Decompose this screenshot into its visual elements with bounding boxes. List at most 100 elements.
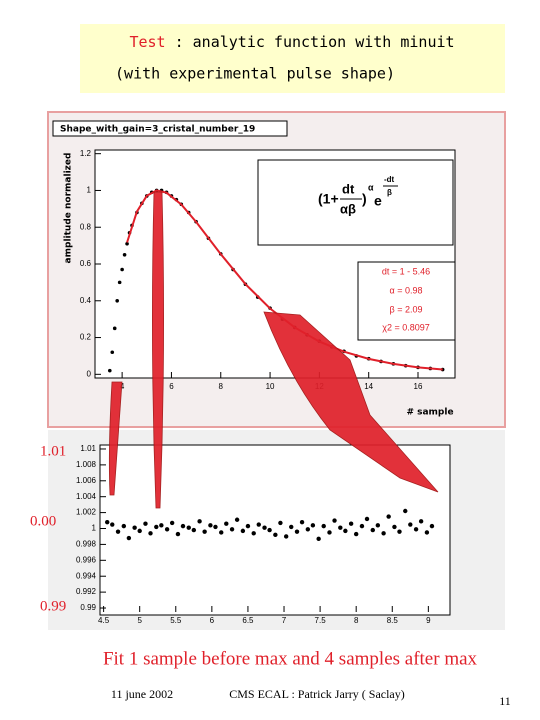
data-point: [375, 523, 381, 528]
x-tick-label: 16: [414, 382, 423, 391]
data-point: [117, 280, 122, 285]
data-point: [240, 528, 246, 534]
x-tick-label: 6: [210, 616, 215, 625]
data-point: [316, 536, 321, 542]
data-point: [115, 529, 121, 534]
x-tick-label: 5: [137, 616, 142, 625]
x-tick-label: 7.5: [315, 616, 327, 625]
formula-part: e: [374, 193, 382, 209]
data-point: [234, 517, 240, 522]
y-tick-label: 1: [87, 186, 92, 195]
y-tick-label: 0.996: [76, 555, 97, 564]
x-tick-label: 5.5: [170, 616, 182, 625]
data-point: [424, 530, 430, 535]
arrow: [108, 381, 123, 496]
data-point: [273, 532, 278, 538]
data-point: [137, 528, 142, 534]
title-box: [80, 24, 505, 93]
fit-parameter: α = 0.98: [390, 285, 423, 295]
data-point: [125, 241, 129, 246]
data-point: [251, 531, 256, 536]
data-point: [359, 523, 365, 529]
footer-date: 11 june 2002: [111, 687, 173, 701]
data-point: [143, 521, 148, 526]
data-point: [202, 529, 207, 534]
data-point: [310, 523, 316, 528]
data-point: [213, 524, 218, 530]
data-point: [429, 523, 435, 529]
data-point: [110, 350, 115, 355]
x-tick-label: 4: [120, 382, 125, 391]
y-tick-label: 1.006: [76, 476, 97, 485]
data-point: [278, 520, 283, 526]
y-tick-label: 0.2: [80, 333, 92, 342]
side-label: 0.99: [40, 598, 66, 614]
data-point: [262, 525, 267, 530]
y-tick-label: 0.99: [80, 603, 96, 612]
y-tick-label: 0.4: [80, 296, 92, 305]
y-axis-label: amplitude normalized: [64, 153, 74, 264]
hist-title-box: [52, 120, 288, 137]
x-tick-label: 6: [169, 382, 174, 391]
data-point: [299, 519, 305, 525]
data-point: [305, 527, 311, 532]
data-point: [245, 523, 251, 529]
arrow: [263, 311, 439, 493]
data-point: [169, 520, 175, 526]
formula-part: -dt: [384, 175, 395, 184]
data-point: [332, 518, 337, 523]
side-label: 0.00: [30, 513, 56, 529]
formula-part: (1+: [318, 191, 339, 207]
y-tick-label: 0.992: [76, 587, 97, 596]
data-point: [413, 527, 419, 532]
x-tick-label: 7: [282, 616, 287, 625]
y-tick-label: 1: [92, 524, 97, 533]
data-point: [126, 535, 132, 541]
formula-part: αβ: [340, 201, 356, 216]
data-point: [186, 525, 191, 530]
x-tick-label: 14: [364, 382, 373, 391]
fit-parameter: β = 2.09: [390, 304, 423, 314]
data-point: [408, 522, 413, 527]
data-point: [121, 523, 127, 529]
data-point: [154, 524, 159, 530]
data-point: [392, 524, 397, 530]
data-point: [105, 519, 110, 525]
data-point: [397, 529, 402, 534]
data-point: [343, 528, 348, 534]
data-point: [180, 523, 186, 529]
data-point: [370, 527, 375, 533]
fit-parameter: χ2 = 0.8097: [382, 322, 430, 332]
x-tick-label: 8.5: [387, 616, 399, 625]
data-point: [219, 530, 224, 535]
data-point: [112, 326, 117, 331]
data-point: [132, 525, 137, 530]
data-point: [148, 531, 153, 536]
subtitle: (with experimental pulse shape): [115, 65, 395, 83]
data-point: [224, 521, 229, 526]
annotation-arrows: [108, 191, 439, 509]
data-point: [197, 519, 202, 524]
y-tick-label: 1.2: [80, 149, 92, 158]
footer-author: CMS ECAL : Patrick Jarry ( Saclay): [229, 687, 405, 701]
side-label: 1.01: [40, 443, 66, 459]
data-point: [256, 522, 261, 527]
fit-parameter: dt = 1 - 5.46: [382, 266, 430, 276]
data-point: [122, 253, 127, 257]
footer-page: 11: [499, 694, 511, 708]
title-rest: : analytic function with minuit: [175, 33, 455, 51]
y-tick-label: 0.8: [80, 222, 92, 231]
data-point: [289, 524, 294, 530]
arrow: [152, 191, 164, 509]
formula: (1+ dt αβ ) α e -dt β: [318, 175, 398, 216]
data-point: [107, 368, 112, 373]
caption: Fit 1 sample before max and 4 samples af…: [103, 648, 478, 669]
formula-part: β: [387, 188, 392, 197]
data-point: [327, 530, 332, 535]
x-tick-label: 6.5: [242, 616, 254, 625]
fit-parameters: dt = 1 - 5.46 α = 0.98 β = 2.09 χ2 = 0.8…: [382, 266, 430, 332]
x-tick-label: 8: [354, 616, 359, 625]
data-point: [403, 508, 408, 514]
data-point: [208, 523, 213, 528]
